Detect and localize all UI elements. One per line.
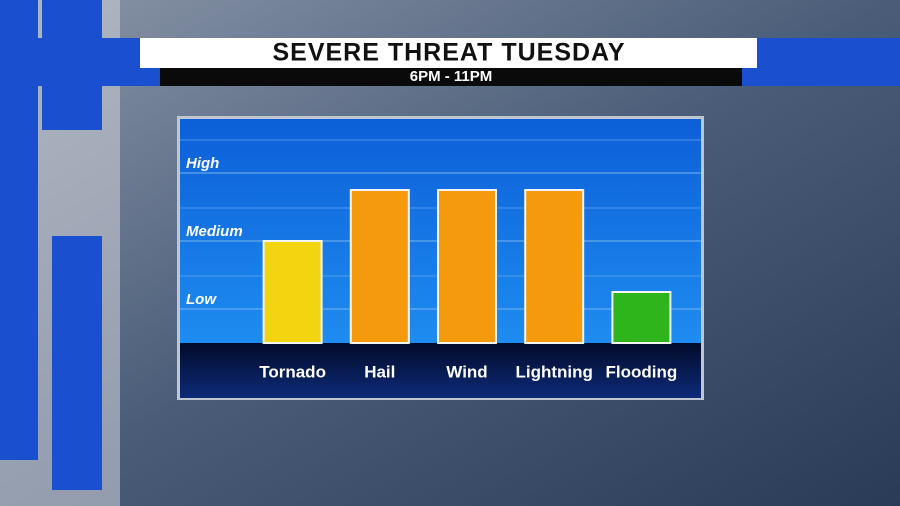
deco — [52, 236, 102, 490]
x-tick-label: Flooding — [606, 362, 678, 381]
bar — [611, 291, 672, 344]
x-tick-label: Lightning — [515, 362, 592, 381]
y-tick-label: Low — [186, 291, 217, 308]
bar — [524, 189, 585, 344]
x-tick-label: Wind — [446, 362, 487, 381]
category-band — [180, 343, 701, 398]
bar — [262, 240, 323, 344]
x-tick-label: Tornado — [259, 362, 326, 381]
chart-title: SEVERE THREAT TUESDAY — [272, 39, 625, 67]
title-box — [140, 38, 757, 68]
y-tick-label: High — [186, 155, 219, 172]
y-tick-label: Medium — [186, 223, 243, 240]
chart-subtitle: 6PM - 11PM — [410, 68, 493, 85]
x-tick-label: Hail — [364, 362, 395, 381]
bar — [437, 189, 497, 344]
subtitle-box — [160, 68, 742, 86]
bar — [349, 189, 410, 344]
